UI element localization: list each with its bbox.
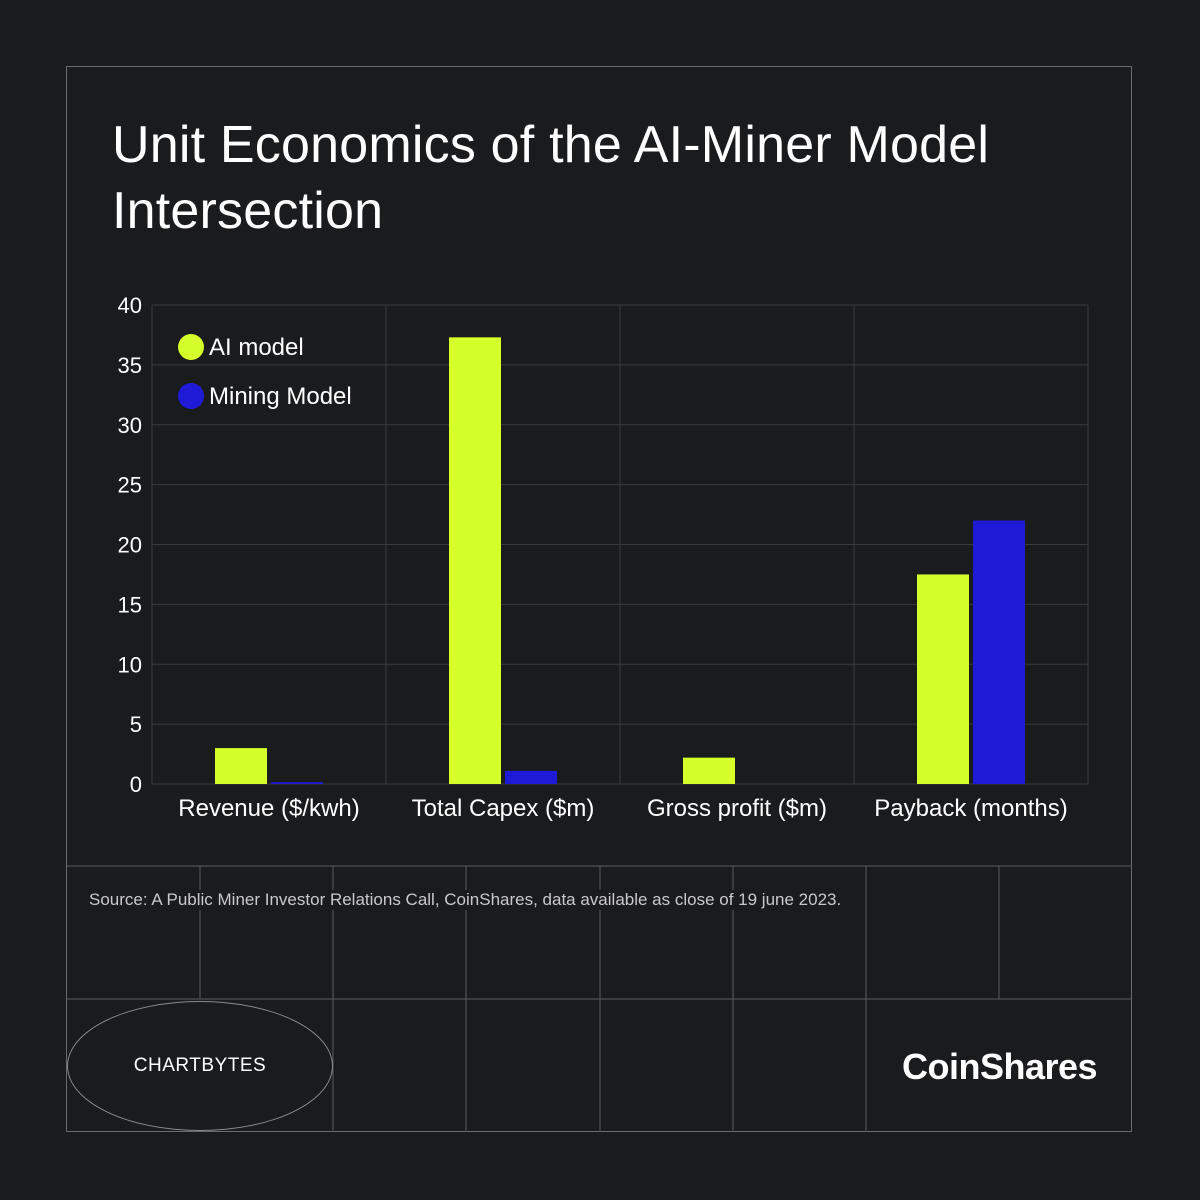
decorative-grid-lines xyxy=(67,865,1132,1132)
chartbytes-badge: CHARTBYTES xyxy=(67,1001,333,1131)
x-axis-labels: Revenue ($/kwh) Total Capex ($m) Gross pro… xyxy=(178,795,1067,822)
x-category-label: Total Capex ($m) xyxy=(412,795,595,822)
bar-ai-model xyxy=(215,748,267,784)
y-tick-label: 30 xyxy=(118,413,142,438)
bar-ai-model xyxy=(917,574,969,784)
source-note: Source: A Public Miner Investor Relation… xyxy=(89,890,846,910)
bar-ai-model xyxy=(449,337,501,784)
coinshares-logo: CoinShares xyxy=(902,1046,1098,1087)
legend-swatch xyxy=(178,383,204,409)
x-category-label: Gross profit ($m) xyxy=(647,795,827,822)
legend: AI model Mining Model xyxy=(178,334,352,410)
x-category-label: Payback (months) xyxy=(874,795,1067,822)
y-tick-label: 20 xyxy=(118,533,142,558)
chart-title: Unit Economics of the AI-Miner Model Int… xyxy=(112,116,990,240)
y-axis-ticks: 0 5 10 15 20 25 30 35 40 xyxy=(118,293,142,797)
bar-mining-model xyxy=(505,770,557,784)
y-tick-label: 25 xyxy=(118,473,142,498)
bar-ai-model xyxy=(683,757,735,784)
y-tick-label: 10 xyxy=(118,652,142,677)
y-tick-label: 35 xyxy=(118,353,142,378)
legend-label: Mining Model xyxy=(209,383,352,410)
legend-swatch xyxy=(178,334,204,360)
y-tick-label: 0 xyxy=(130,772,142,797)
chart-frame xyxy=(66,66,1132,1132)
bar-mining-model xyxy=(973,520,1025,784)
bar-mining-model xyxy=(271,782,323,784)
x-category-label: Revenue ($/kwh) xyxy=(178,795,359,822)
y-tick-label: 40 xyxy=(118,293,142,318)
legend-label: AI model xyxy=(209,334,304,361)
bars xyxy=(215,337,1025,784)
y-tick-label: 15 xyxy=(118,592,142,617)
y-tick-label: 5 xyxy=(130,712,142,737)
